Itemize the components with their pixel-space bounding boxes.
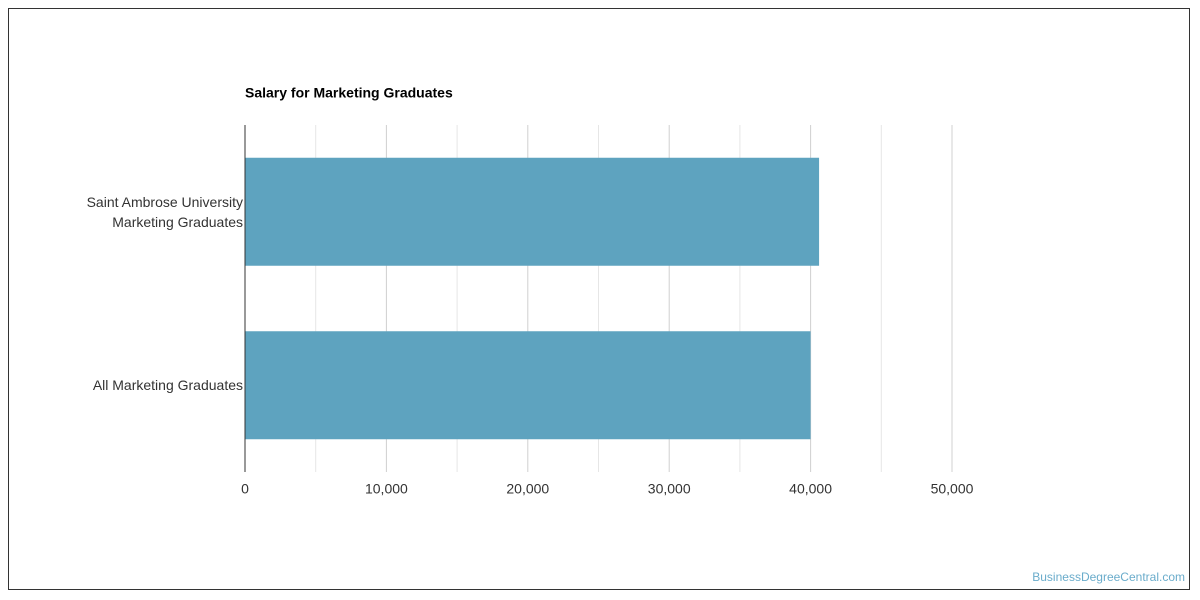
x-tick-label: 30,000 bbox=[648, 481, 691, 497]
x-tick-label: 0 bbox=[241, 481, 249, 497]
frame bbox=[8, 8, 1190, 590]
x-tick-label: 20,000 bbox=[506, 481, 549, 497]
bar bbox=[245, 331, 811, 440]
chart-title: Salary for Marketing Graduates bbox=[245, 85, 453, 101]
x-tick-label: 40,000 bbox=[789, 481, 832, 497]
y-tick-label: All Marketing Graduates bbox=[92, 377, 243, 394]
x-tick-label: 10,000 bbox=[365, 481, 408, 497]
source: BusinessDegreeCentral.com bbox=[1032, 570, 1185, 584]
bar bbox=[245, 157, 820, 266]
x-tick-label: 50,000 bbox=[931, 481, 974, 497]
y-tick-label: Saint Ambrose University Marketing Gradu… bbox=[86, 193, 243, 230]
